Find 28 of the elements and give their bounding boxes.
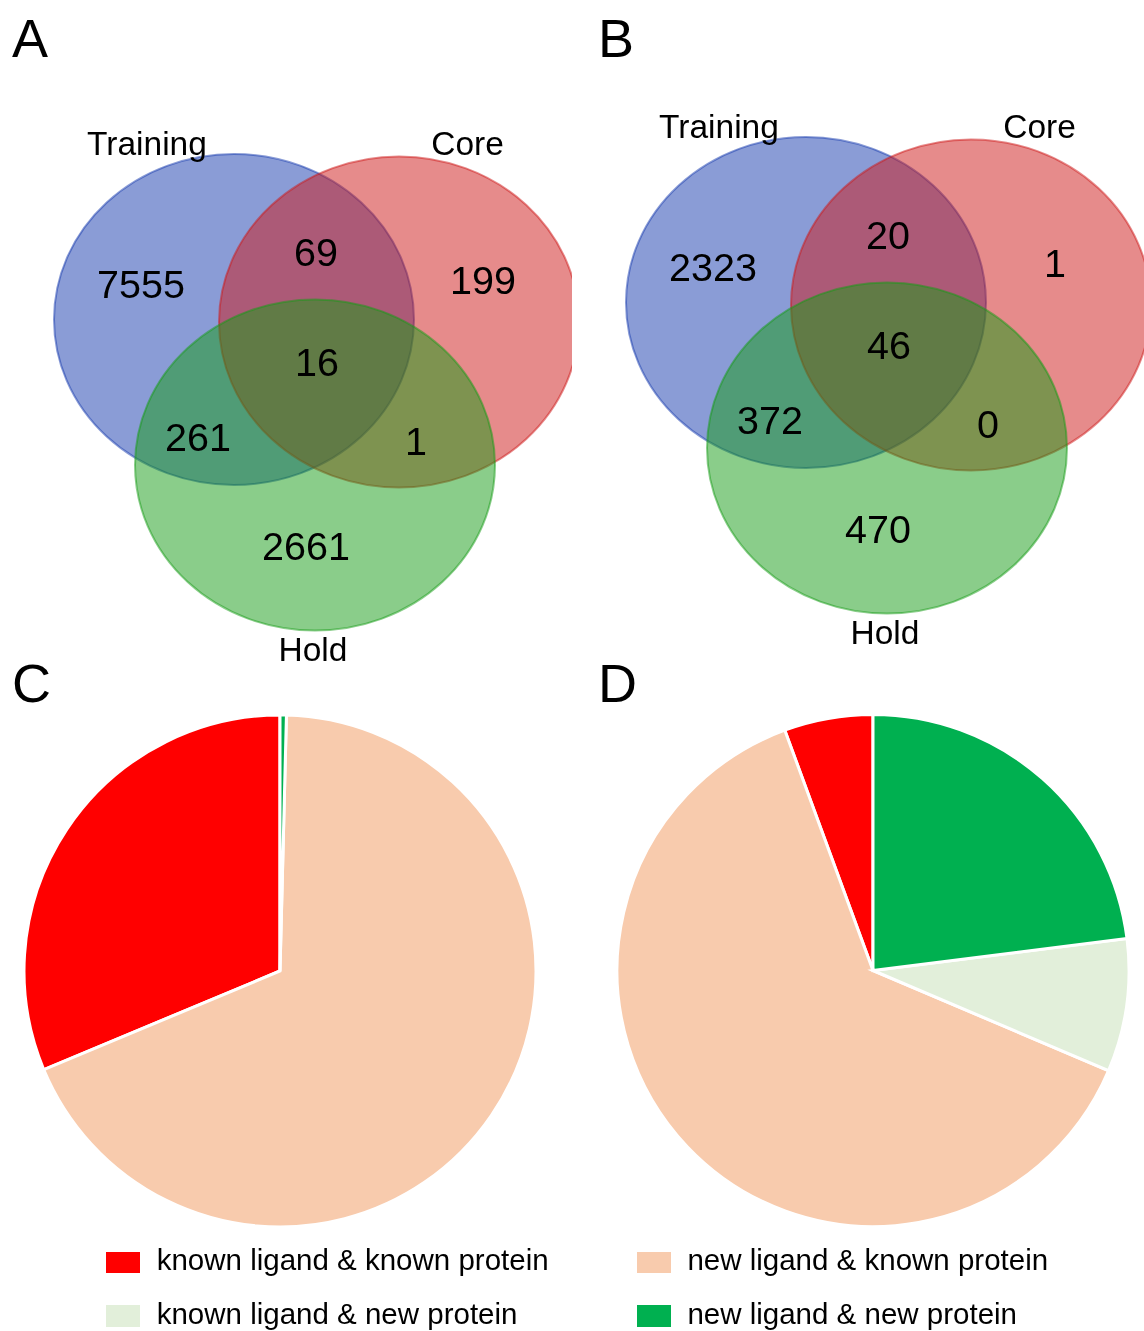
text: A	[12, 8, 49, 68]
category-label: Core	[431, 125, 504, 162]
text: 261	[165, 415, 231, 459]
category-label: Core	[1003, 108, 1076, 145]
category-label: Training	[659, 108, 779, 145]
text: 199	[450, 258, 516, 302]
text: 7555	[97, 261, 185, 306]
legend-label: new ligand & known protein	[687, 1243, 1049, 1276]
text: 2323	[669, 244, 757, 289]
slice-label: D	[598, 653, 637, 713]
text: 470	[845, 507, 911, 551]
text: 2661	[262, 524, 350, 568]
slice-label: C	[12, 653, 51, 713]
text: 69	[294, 230, 338, 274]
text: 372	[737, 398, 803, 442]
text: 1	[405, 419, 427, 463]
text: 0	[977, 402, 999, 446]
text: 1	[1044, 241, 1066, 285]
text: B	[598, 8, 635, 68]
legend-label: new ligand & new protein	[687, 1296, 1018, 1330]
text: 20	[866, 213, 910, 257]
category-label: Hold	[278, 631, 348, 668]
legend-label: known ligand & known protein	[156, 1243, 549, 1276]
text: 46	[867, 323, 911, 367]
text: 16	[295, 340, 339, 384]
category-label: Training	[87, 125, 207, 162]
category-label: Hold	[850, 614, 920, 651]
legend-label: known ligand & new protein	[156, 1296, 518, 1330]
